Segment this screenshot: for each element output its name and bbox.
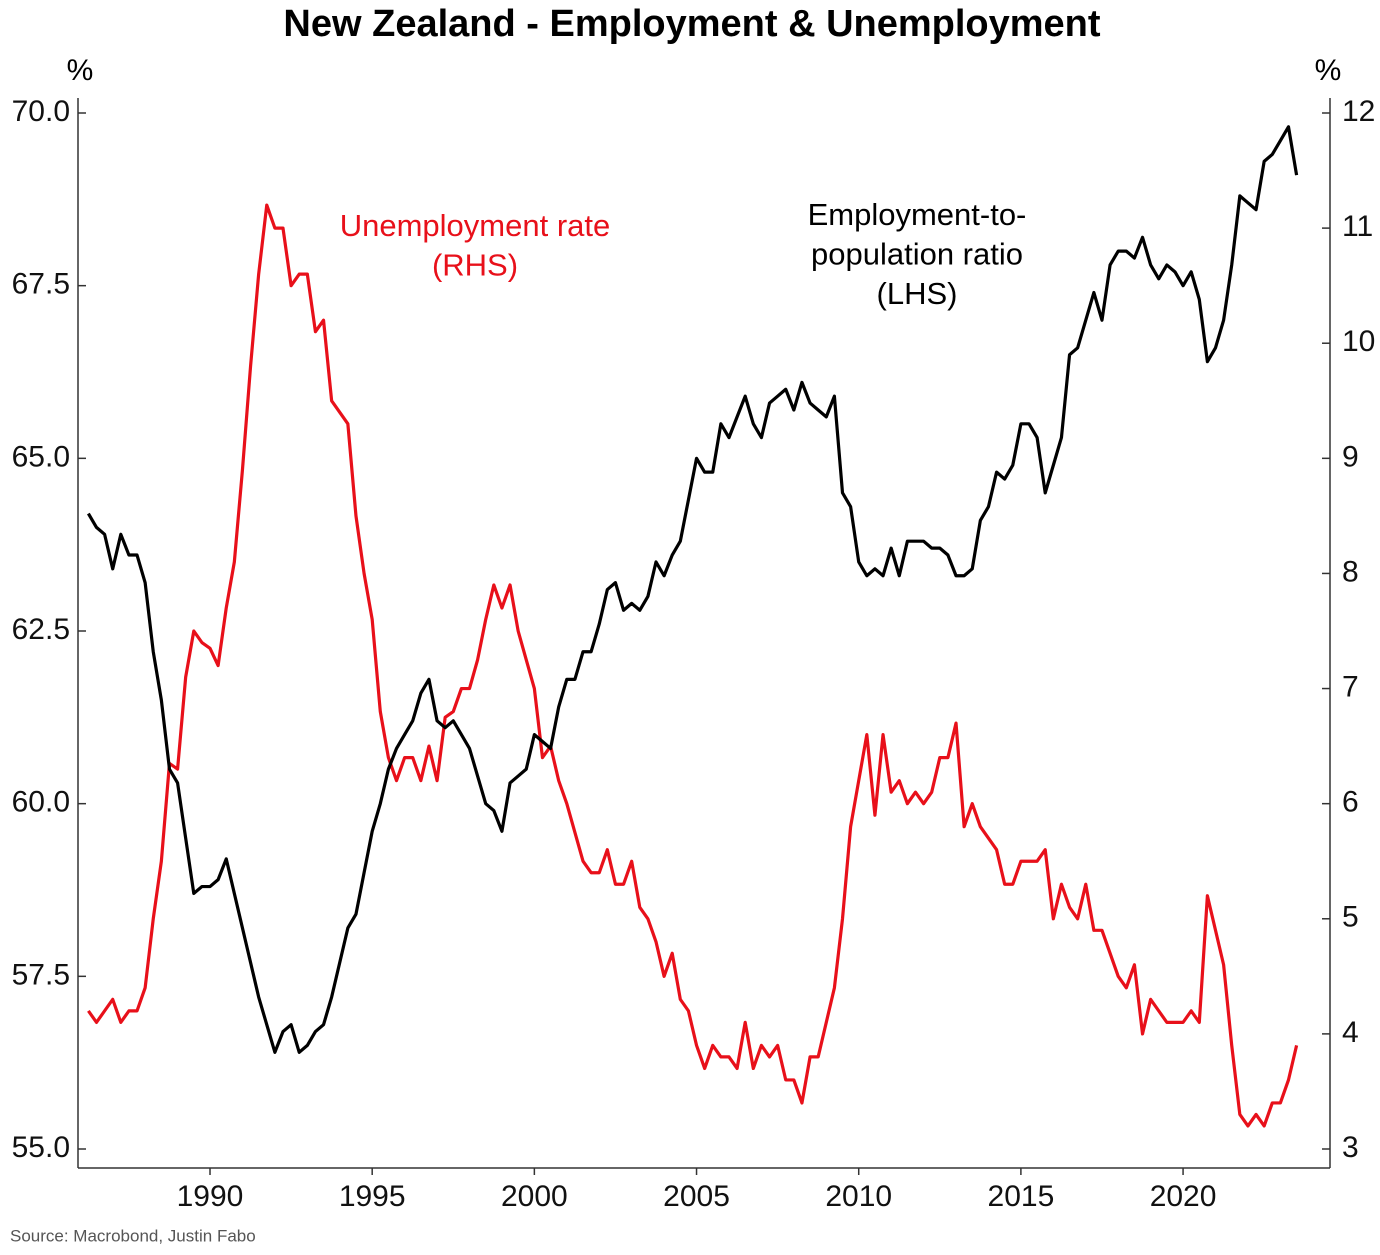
y2-tick-label: 7 — [1342, 670, 1359, 703]
y-tick-label: 60.0 — [12, 786, 70, 819]
y2-tick-label: 9 — [1342, 440, 1359, 473]
series-line — [87, 125, 1299, 1054]
x-tick-label: 2000 — [501, 1180, 568, 1213]
annotation: Unemployment rate — [340, 208, 611, 243]
y2-tick-label: 4 — [1342, 1016, 1359, 1049]
source: Source: Macrobond, Justin Fabo — [10, 1226, 256, 1245]
y-tick-label: 65.0 — [12, 440, 70, 473]
x-tick-label: 2010 — [825, 1180, 892, 1213]
y-unit: % — [67, 54, 94, 87]
chart-title: New Zealand - Employment & Unemployment — [283, 3, 1100, 45]
x-tick-label: 2005 — [663, 1180, 730, 1213]
x-tick-label: 1990 — [177, 1180, 244, 1213]
annotation: (RHS) — [432, 248, 518, 283]
annotation: Employment-to- — [808, 197, 1027, 232]
y2-tick-label: 11 — [1342, 210, 1373, 243]
y2-tick-label: 3 — [1342, 1131, 1359, 1164]
y2-tick-label: 6 — [1342, 786, 1359, 819]
y2-tick-label: 5 — [1342, 901, 1359, 934]
y2-tick-label: 8 — [1342, 555, 1359, 588]
y-tick-label: 70.0 — [12, 95, 70, 128]
y-tick-label: 67.5 — [12, 268, 70, 301]
x-tick-label: 2015 — [988, 1180, 1055, 1213]
y2-unit: % — [1315, 54, 1342, 87]
y-tick-label: 57.5 — [12, 958, 70, 991]
series-line — [87, 203, 1299, 1128]
x-tick-label: 2020 — [1150, 1180, 1217, 1213]
y2-tick-label: 10 — [1342, 325, 1375, 358]
y-tick-label: 62.5 — [12, 613, 70, 646]
x-tick-label: 1995 — [339, 1180, 406, 1213]
y2-tick-label: 12 — [1342, 95, 1375, 128]
y-tick-label: 55.0 — [12, 1131, 70, 1164]
annotation: (LHS) — [877, 276, 958, 311]
annotation: population ratio — [811, 237, 1023, 272]
